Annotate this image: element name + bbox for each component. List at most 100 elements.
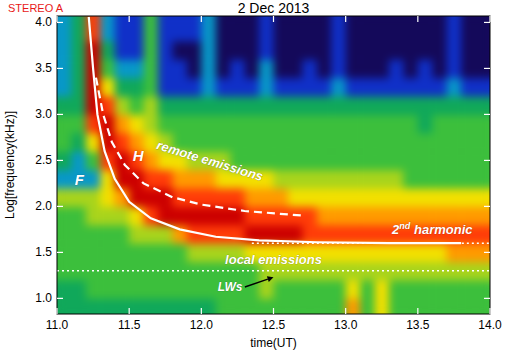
cell — [403, 96, 418, 115]
cell — [302, 133, 317, 152]
cell — [331, 280, 346, 299]
cell — [144, 225, 159, 244]
cell — [230, 133, 245, 152]
cell — [418, 78, 433, 97]
cell — [230, 225, 245, 244]
cell — [187, 262, 202, 281]
cell — [245, 206, 260, 225]
cell — [201, 16, 216, 41]
cell — [317, 170, 332, 189]
annotation: remote emissions — [155, 137, 265, 184]
cell — [403, 280, 418, 299]
cell — [187, 41, 202, 60]
cell — [375, 59, 390, 78]
cell — [129, 298, 144, 314]
cell — [201, 114, 216, 133]
cell — [403, 170, 418, 189]
cell — [302, 170, 317, 189]
cell — [389, 151, 404, 170]
x-tick — [345, 308, 346, 314]
cell — [172, 298, 187, 314]
cell — [331, 298, 346, 314]
cell — [71, 41, 86, 60]
cell — [346, 16, 361, 41]
cell — [71, 151, 86, 170]
cell — [201, 133, 216, 152]
cell — [360, 41, 375, 60]
cell — [418, 114, 433, 133]
cell — [216, 114, 231, 133]
cell — [57, 262, 72, 281]
cell — [461, 243, 476, 262]
cell — [432, 243, 447, 262]
cell — [360, 114, 375, 133]
cell — [360, 188, 375, 207]
cell — [158, 225, 173, 244]
cell — [331, 243, 346, 262]
cell — [86, 225, 101, 244]
cell — [259, 41, 274, 60]
cell — [158, 114, 173, 133]
cell — [100, 298, 115, 314]
cell — [302, 188, 317, 207]
cell — [447, 170, 462, 189]
cell — [317, 280, 332, 299]
cell — [418, 133, 433, 152]
cell — [230, 78, 245, 97]
cell — [57, 206, 72, 225]
annotation: LWs — [218, 280, 243, 294]
x-tick-top — [345, 16, 346, 22]
cell — [71, 188, 86, 207]
cell — [86, 280, 101, 299]
cell — [274, 188, 289, 207]
cell — [432, 16, 447, 41]
cell — [317, 206, 332, 225]
cell — [245, 188, 260, 207]
cell — [129, 41, 144, 60]
cell — [389, 280, 404, 299]
cell — [288, 170, 303, 189]
cell — [245, 41, 260, 60]
cell — [144, 78, 159, 97]
cell — [187, 188, 202, 207]
cell — [57, 133, 72, 152]
cell — [389, 262, 404, 281]
cell — [360, 16, 375, 41]
cell — [144, 298, 159, 314]
cell — [115, 225, 130, 244]
superscript: nd — [399, 221, 411, 231]
cell — [403, 151, 418, 170]
cell — [245, 114, 260, 133]
cell — [230, 96, 245, 115]
cell — [115, 170, 130, 189]
x-tick — [489, 308, 490, 314]
cell — [259, 188, 274, 207]
cell — [201, 280, 216, 299]
cell — [461, 280, 476, 299]
cell — [144, 188, 159, 207]
cell — [86, 133, 101, 152]
cell — [71, 114, 86, 133]
cell — [274, 96, 289, 115]
cell — [158, 41, 173, 60]
cell — [172, 41, 187, 60]
cell — [86, 188, 101, 207]
cell — [274, 206, 289, 225]
cell — [57, 41, 72, 60]
cell — [259, 78, 274, 97]
cell — [476, 114, 490, 133]
cell — [447, 188, 462, 207]
cell — [216, 133, 231, 152]
cell — [216, 298, 231, 314]
cell — [230, 41, 245, 60]
cell — [447, 133, 462, 152]
x-tick-label: 12.5 — [262, 318, 286, 332]
cell — [389, 298, 404, 314]
cell — [274, 280, 289, 299]
cell — [447, 16, 462, 41]
cell — [172, 262, 187, 281]
cell — [302, 96, 317, 115]
cell — [187, 96, 202, 115]
reference-line — [57, 270, 490, 272]
cell — [302, 151, 317, 170]
